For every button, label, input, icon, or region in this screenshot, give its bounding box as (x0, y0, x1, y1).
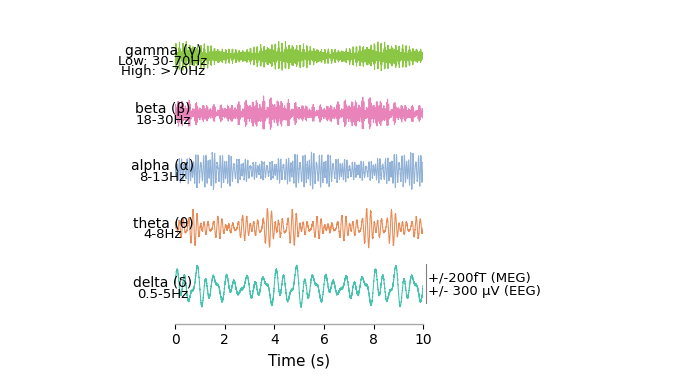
Text: alpha (α): alpha (α) (132, 159, 195, 173)
Text: 8-13Hz: 8-13Hz (139, 171, 186, 184)
Text: 18-30Hz: 18-30Hz (135, 114, 190, 127)
X-axis label: Time (s): Time (s) (268, 353, 330, 368)
Text: gamma (γ): gamma (γ) (125, 44, 201, 58)
Text: High: >70Hz: High: >70Hz (121, 65, 205, 78)
Text: delta (δ): delta (δ) (134, 275, 192, 290)
Text: 0.5-5Hz: 0.5-5Hz (137, 288, 188, 301)
Text: beta (β): beta (β) (135, 102, 190, 116)
Text: theta (θ): theta (θ) (132, 216, 193, 230)
Text: +/- 300 μV (EEG): +/- 300 μV (EEG) (428, 285, 541, 298)
Text: 4-8Hz: 4-8Hz (144, 229, 182, 242)
Text: Low: 30-70Hz: Low: 30-70Hz (119, 55, 208, 68)
Text: +/-200fT (MEG): +/-200fT (MEG) (428, 272, 531, 285)
